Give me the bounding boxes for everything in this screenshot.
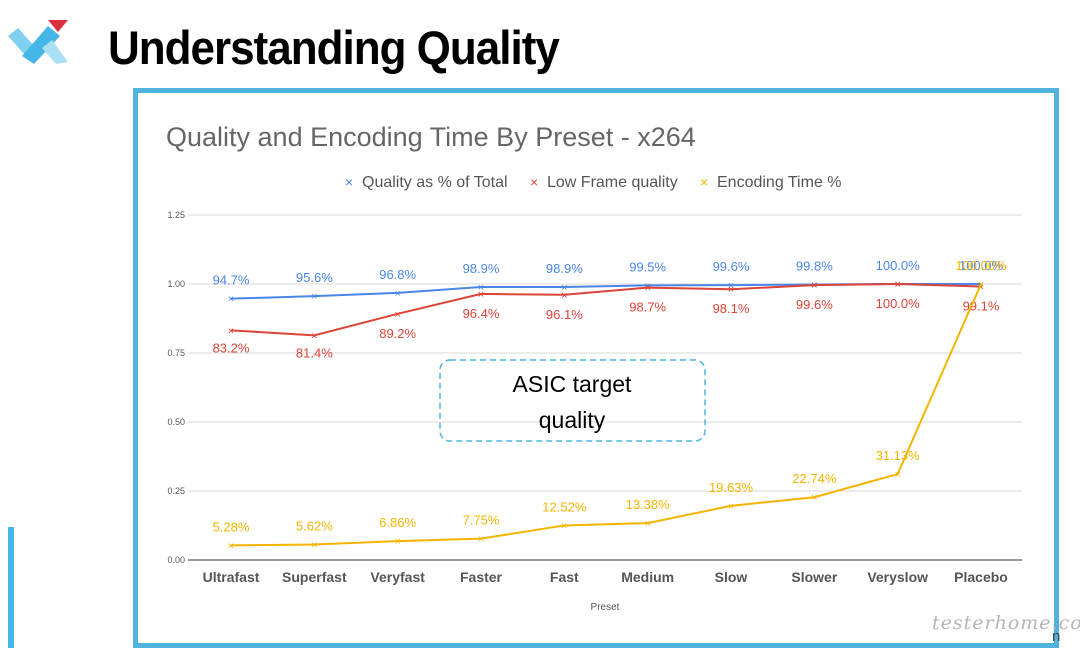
x-tick-label-9: Placebo bbox=[954, 569, 1008, 585]
data-label-1-0: 83.2% bbox=[213, 340, 250, 355]
x-axis-label: Preset bbox=[591, 602, 620, 613]
data-point-2-3: × bbox=[478, 534, 484, 546]
data-label-2-8: 31.13% bbox=[876, 448, 921, 463]
data-point-0-1: × bbox=[311, 291, 317, 303]
data-label-2-0: 5.28% bbox=[213, 519, 250, 534]
data-point-2-6: × bbox=[728, 501, 734, 513]
x-tick-label-7: Slower bbox=[791, 569, 837, 585]
data-point-0-4: × bbox=[561, 282, 567, 294]
data-label-0-0: 94.7% bbox=[213, 273, 250, 288]
legend-marker-1: × bbox=[530, 174, 538, 190]
data-label-1-9: 99.1% bbox=[963, 298, 1000, 313]
legend-marker-2: × bbox=[700, 174, 708, 190]
data-label-0-7: 99.8% bbox=[796, 259, 833, 274]
legend-label-0: Quality as % of Total bbox=[362, 174, 508, 191]
data-label-1-5: 98.7% bbox=[629, 300, 666, 315]
annotation-box bbox=[439, 359, 706, 442]
y-tick-label-4: 1.00 bbox=[167, 279, 185, 289]
brand-logo-icon bbox=[8, 18, 70, 66]
left-accent-bar bbox=[8, 527, 14, 648]
y-tick-label-3: 0.75 bbox=[167, 348, 185, 358]
data-point-1-2: × bbox=[394, 309, 400, 321]
series-line-2 bbox=[230, 283, 982, 547]
data-label-2-7: 22.74% bbox=[792, 471, 837, 486]
data-label-2-4: 12.52% bbox=[542, 499, 587, 514]
data-label-1-4: 96.1% bbox=[546, 307, 583, 322]
data-label-0-6: 99.6% bbox=[713, 259, 750, 274]
data-label-1-1: 81.4% bbox=[296, 345, 333, 360]
data-label-2-6: 19.63% bbox=[709, 480, 754, 495]
data-label-0-5: 99.5% bbox=[629, 259, 666, 274]
series-line-1 bbox=[230, 282, 982, 337]
y-tick-label-0: 0.00 bbox=[167, 555, 185, 565]
data-point-0-3: × bbox=[478, 282, 484, 294]
data-label-2-5: 13.38% bbox=[626, 497, 671, 512]
annotation-text-line1: ASIC target bbox=[513, 371, 632, 397]
data-point-2-7: × bbox=[811, 492, 817, 504]
chart-frame bbox=[133, 88, 1059, 648]
x-tick-label-5: Medium bbox=[621, 569, 674, 585]
data-label-2-3: 7.75% bbox=[463, 513, 500, 528]
data-point-1-4: × bbox=[561, 290, 567, 302]
data-label-1-6: 98.1% bbox=[713, 301, 750, 316]
data-label-0-1: 95.6% bbox=[296, 270, 333, 285]
data-label-2-9: 100.00% bbox=[955, 258, 1007, 273]
data-point-0-6: × bbox=[728, 280, 734, 292]
data-point-0-0: × bbox=[228, 294, 234, 306]
x-tick-label-8: Veryslow bbox=[867, 569, 928, 585]
data-point-2-1: × bbox=[311, 539, 317, 551]
data-point-2-2: × bbox=[394, 536, 400, 548]
data-point-1-8: × bbox=[894, 279, 900, 291]
data-point-1-5: × bbox=[644, 283, 650, 295]
legend-label-2: Encoding Time % bbox=[717, 174, 842, 191]
x-tick-label-6: Slow bbox=[715, 569, 748, 585]
chart-title: Quality and Encoding Time By Preset - x2… bbox=[166, 122, 696, 152]
data-label-0-2: 96.8% bbox=[379, 267, 416, 282]
data-point-1-3: × bbox=[478, 289, 484, 301]
data-label-1-7: 99.6% bbox=[796, 297, 833, 312]
y-tick-label-2: 0.50 bbox=[167, 417, 185, 427]
data-point-2-9: × bbox=[978, 279, 984, 291]
data-label-1-3: 96.4% bbox=[463, 306, 500, 321]
data-label-0-8: 100.0% bbox=[876, 258, 921, 273]
data-label-0-4: 98.9% bbox=[546, 261, 583, 276]
data-point-1-1: × bbox=[311, 330, 317, 342]
data-point-2-4: × bbox=[561, 520, 567, 532]
data-label-2-2: 6.86% bbox=[379, 515, 416, 530]
watermark: testerhome.com bbox=[932, 612, 1080, 634]
data-point-2-0: × bbox=[228, 540, 234, 552]
data-label-1-8: 100.0% bbox=[876, 296, 921, 311]
y-tick-label-5: 1.25 bbox=[167, 210, 185, 220]
data-label-1-2: 89.2% bbox=[379, 326, 416, 341]
data-label-2-1: 5.62% bbox=[296, 518, 333, 533]
data-point-1-6: × bbox=[728, 284, 734, 296]
x-tick-label-1: Superfast bbox=[282, 569, 347, 585]
annotation-text-line2: quality bbox=[539, 407, 606, 433]
data-label-0-3: 98.9% bbox=[463, 261, 500, 276]
data-point-0-5: × bbox=[644, 280, 650, 292]
x-tick-label-3: Faster bbox=[460, 569, 503, 585]
data-label-0-9: 100.0% bbox=[959, 258, 1004, 273]
x-tick-label-4: Fast bbox=[550, 569, 579, 585]
y-tick-label-1: 0.25 bbox=[167, 486, 185, 496]
watermark-tail: n bbox=[1052, 628, 1061, 645]
data-point-0-2: × bbox=[394, 288, 400, 300]
x-tick-label-0: Ultrafast bbox=[203, 569, 260, 585]
data-point-1-9: × bbox=[978, 281, 984, 293]
data-point-1-0: × bbox=[228, 325, 234, 337]
data-point-2-8: × bbox=[894, 469, 900, 481]
data-point-2-5: × bbox=[644, 518, 650, 530]
legend-label-1: Low Frame quality bbox=[547, 174, 678, 191]
legend-marker-0: × bbox=[345, 174, 353, 190]
slide-title: Understanding Quality bbox=[108, 22, 560, 75]
data-point-1-7: × bbox=[811, 280, 817, 292]
x-tick-label-2: Veryfast bbox=[370, 569, 425, 585]
